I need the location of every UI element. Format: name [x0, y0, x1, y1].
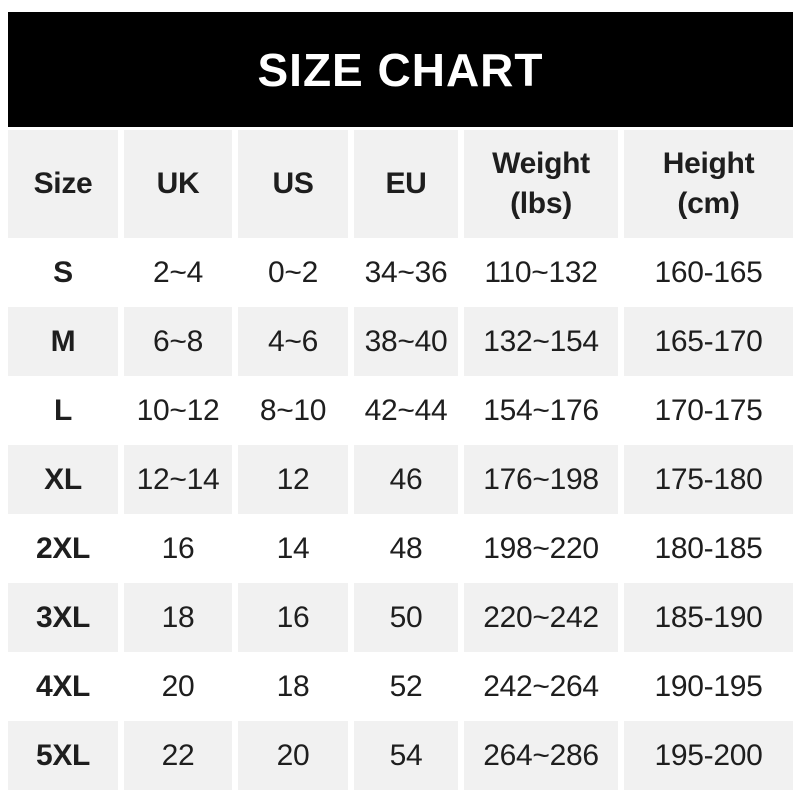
table-cell: 6~8 — [124, 307, 232, 376]
table-cell: 160-165 — [624, 238, 793, 307]
table-cell: 48 — [354, 514, 458, 583]
column-header-height: Height (cm) — [624, 130, 793, 238]
table-cell: 10~12 — [124, 376, 232, 445]
column-header-us: US — [238, 130, 348, 238]
table-cell: 132~154 — [464, 307, 618, 376]
row-size-label: L — [8, 376, 118, 445]
table-cell: 12 — [238, 445, 348, 514]
size-chart-title: SIZE CHART — [257, 43, 544, 96]
table-cell: 16 — [124, 514, 232, 583]
table-cell: 175-180 — [624, 445, 793, 514]
table-cell: 154~176 — [464, 376, 618, 445]
table-cell: 20 — [238, 721, 348, 790]
table-cell: 165-170 — [624, 307, 793, 376]
table-cell: 176~198 — [464, 445, 618, 514]
size-chart-table: Size UK US EU Weight (lbs) Height (cm) S 2~4 0~2… — [8, 130, 793, 790]
table-cell: 34~36 — [354, 238, 458, 307]
table-cell: 264~286 — [464, 721, 618, 790]
row-size-label: S — [8, 238, 118, 307]
table-cell: 2~4 — [124, 238, 232, 307]
table-cell: 14 — [238, 514, 348, 583]
row-size-label: 5XL — [8, 721, 118, 790]
column-header-weight: Weight (lbs) — [464, 130, 618, 238]
column-header-size: Size — [8, 130, 118, 238]
table-cell: 8~10 — [238, 376, 348, 445]
table-cell: 0~2 — [238, 238, 348, 307]
row-size-label: M — [8, 307, 118, 376]
table-cell: 42~44 — [354, 376, 458, 445]
table-cell: 16 — [238, 583, 348, 652]
table-cell: 220~242 — [464, 583, 618, 652]
table-cell: 198~220 — [464, 514, 618, 583]
row-size-label: 4XL — [8, 652, 118, 721]
row-size-label: 3XL — [8, 583, 118, 652]
table-cell: 18 — [124, 583, 232, 652]
row-size-label: 2XL — [8, 514, 118, 583]
table-cell: 46 — [354, 445, 458, 514]
table-cell: 195-200 — [624, 721, 793, 790]
table-cell: 190-195 — [624, 652, 793, 721]
table-cell: 20 — [124, 652, 232, 721]
column-header-eu: EU — [354, 130, 458, 238]
table-cell: 54 — [354, 721, 458, 790]
table-cell: 12~14 — [124, 445, 232, 514]
table-cell: 4~6 — [238, 307, 348, 376]
table-cell: 242~264 — [464, 652, 618, 721]
table-cell: 50 — [354, 583, 458, 652]
table-cell: 170-175 — [624, 376, 793, 445]
table-cell: 22 — [124, 721, 232, 790]
row-size-label: XL — [8, 445, 118, 514]
table-cell: 18 — [238, 652, 348, 721]
table-cell: 180-185 — [624, 514, 793, 583]
table-cell: 185-190 — [624, 583, 793, 652]
column-header-uk: UK — [124, 130, 232, 238]
table-cell: 52 — [354, 652, 458, 721]
size-chart-banner: SIZE CHART — [8, 12, 793, 127]
table-cell: 38~40 — [354, 307, 458, 376]
table-cell: 110~132 — [464, 238, 618, 307]
